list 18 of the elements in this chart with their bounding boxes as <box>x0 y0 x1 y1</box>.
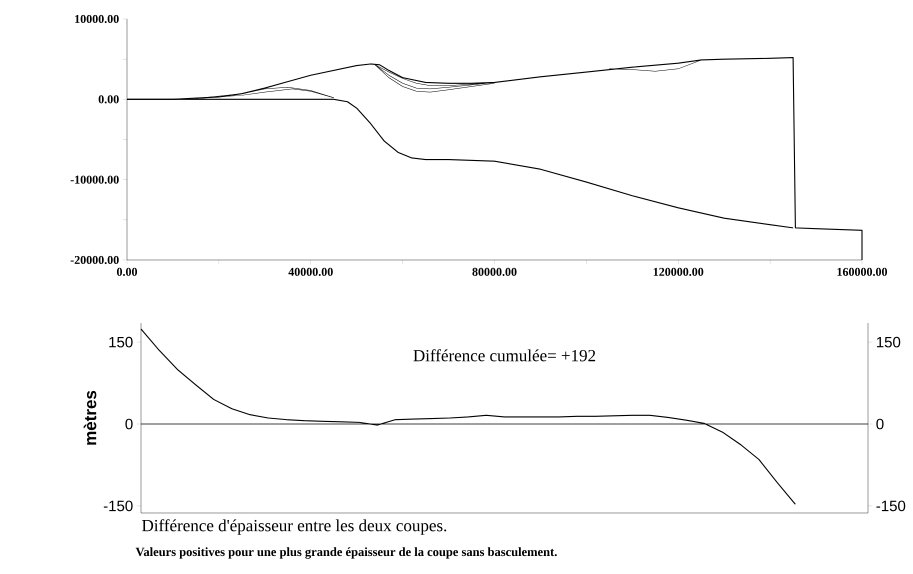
text: Valeurs positives pour une plus grande épaisseur de la coupe sans basculement. <box>136 547 557 559</box>
x-tick-label: 120000.00 <box>654 268 704 276</box>
y-axis-title: mètres <box>84 390 96 445</box>
x-tick-label: 40000.00 <box>288 268 333 276</box>
y-tick-label: -10000.00 <box>70 176 119 184</box>
text: Différence d'épaisseur entre les deux coupes. <box>142 519 446 535</box>
y-tick-label: 150 <box>109 336 133 348</box>
x-tick-label: 80000.00 <box>472 268 517 276</box>
y-tick-label: 0 <box>125 418 133 430</box>
y-tick-label: -20000.00 <box>70 256 119 264</box>
y2-tick-label: 150 <box>876 336 900 348</box>
x-tick-label: 160000.00 <box>837 268 888 276</box>
annotation: Différence cumulée= +192 <box>413 349 596 362</box>
y-tick-label: -150 <box>104 500 133 512</box>
y-tick-label: 10000.00 <box>75 14 119 24</box>
y2-tick-label: 0 <box>876 418 884 430</box>
y-tick-label: 0.00 <box>98 95 119 104</box>
y2-tick-label: -150 <box>876 500 906 512</box>
